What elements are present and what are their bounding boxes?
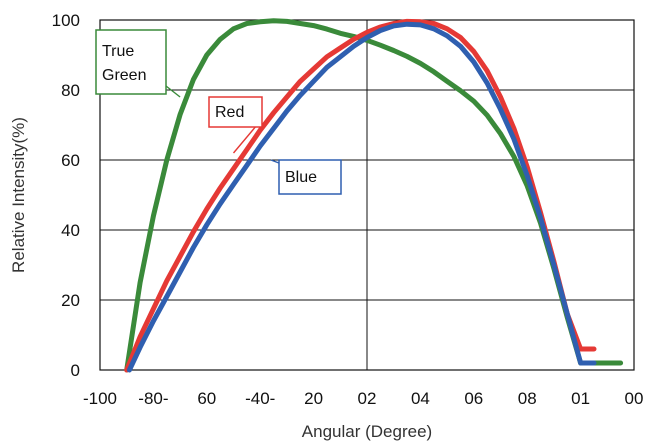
x-tick-label: -100 (83, 389, 117, 408)
series-line (124, 18, 597, 373)
series-line (124, 18, 624, 373)
series-name-label: Blue (285, 169, 317, 186)
x-tick-label: 01 (571, 389, 590, 408)
x-tick-label: 04 (411, 389, 430, 408)
x-tick-label: 02 (358, 389, 377, 408)
x-tick-label: -80- (138, 389, 168, 408)
series-name-label: Green (102, 67, 146, 84)
callout-box (208, 96, 263, 128)
series-line (126, 21, 597, 373)
x-axis-title: Angular (Degree) (302, 422, 432, 441)
callout-box (95, 29, 167, 95)
y-axis-title: Relative Intensity(%) (9, 117, 28, 273)
plot-frame (99, 19, 635, 371)
series-callout: True Green (95, 29, 181, 98)
x-tick-label: 06 (464, 389, 483, 408)
series-name-label: Red (215, 104, 244, 121)
x-tick-label: -40- (245, 389, 275, 408)
plot-border (99, 19, 635, 371)
y-tick-label: 20 (61, 291, 80, 310)
x-tick-label: 08 (518, 389, 537, 408)
x-tick-label: 60 (197, 389, 216, 408)
y-tick-label: 60 (61, 151, 80, 170)
x-tick-label: 20 (304, 389, 323, 408)
callout-leader (165, 85, 181, 98)
y-tick-label: 40 (61, 221, 80, 240)
series-callout: Red (208, 96, 263, 154)
series-name-label: True (102, 43, 134, 60)
y-tick-label: 0 (71, 361, 80, 380)
y-tick-label: 80 (61, 81, 80, 100)
series-callout: Blue (270, 159, 342, 195)
y-tick-label: 100 (52, 11, 80, 30)
x-tick-label: 00 (625, 389, 644, 408)
series-callouts: True Green Red Blue (95, 29, 342, 195)
series-lines (124, 18, 624, 373)
grid (100, 20, 634, 370)
callout-box (278, 159, 342, 195)
